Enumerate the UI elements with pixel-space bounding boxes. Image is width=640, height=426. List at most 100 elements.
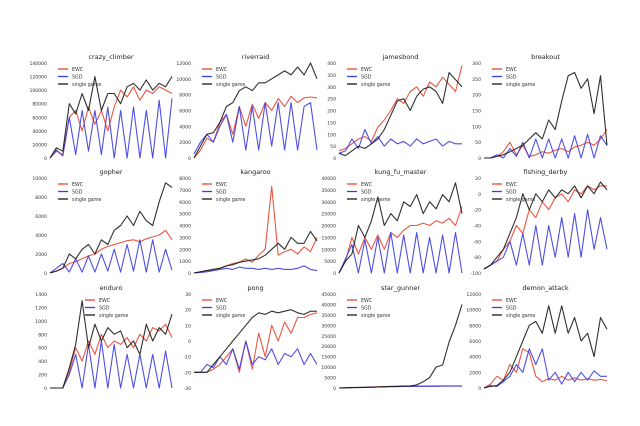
y-tick-label: 5000 xyxy=(324,376,336,382)
legend-label: single game xyxy=(361,313,390,319)
y-tick-label: 0 xyxy=(44,156,47,162)
y-tick-label: 30000 xyxy=(321,323,336,329)
legend-label: EWC xyxy=(72,182,84,188)
y-tick-label: 300 xyxy=(472,61,481,67)
y-tick-label: 100 xyxy=(472,124,481,130)
legend-label: SGD xyxy=(72,190,83,196)
y-tick-label: 200 xyxy=(38,373,47,379)
y-tick-label: 2000 xyxy=(179,140,191,146)
y-tick-label: 0 xyxy=(478,156,481,162)
series-line-sgd xyxy=(193,265,318,274)
legend-label: SGD xyxy=(361,190,372,196)
y-tick-label: 0 xyxy=(44,271,47,277)
series-line-sgd xyxy=(483,209,608,270)
legend-label: SGD xyxy=(506,75,517,81)
legend-label: EWC xyxy=(506,67,518,73)
y-tick-label: 0 xyxy=(188,339,191,345)
y-tick-label: 5000 xyxy=(324,259,336,265)
y-tick-label: 300 xyxy=(327,85,336,91)
y-tick-label: -20 xyxy=(473,208,481,214)
y-tick-label: -80 xyxy=(473,255,481,261)
legend-label: EWC xyxy=(72,67,84,73)
chart-title: gopher xyxy=(99,168,122,176)
y-tick-label: 800 xyxy=(38,332,47,338)
series-line-ewc xyxy=(49,86,173,159)
y-tick-label: 25000 xyxy=(321,212,336,218)
legend-label: SGD xyxy=(72,75,83,81)
chart-title: jamesbond xyxy=(382,53,419,61)
y-tick-label: -40 xyxy=(473,224,481,230)
y-tick-label: 150 xyxy=(327,120,336,126)
y-tick-label: 10000 xyxy=(176,77,191,83)
series-line-single-game xyxy=(484,71,608,159)
series-line-ewc xyxy=(194,312,318,373)
legend-label: single game xyxy=(361,197,390,203)
y-tick-label: -30 xyxy=(183,386,191,392)
y-tick-label: 1200 xyxy=(35,305,47,311)
legend-label: SGD xyxy=(361,75,372,81)
legend-label: single game xyxy=(506,313,535,319)
y-tick-label: 1000 xyxy=(179,259,191,265)
y-tick-label: 250 xyxy=(327,97,336,103)
y-tick-label: 8000 xyxy=(35,195,47,201)
y-tick-label: 50 xyxy=(475,140,481,146)
y-tick-label: 40000 xyxy=(321,176,336,182)
y-tick-label: 40000 xyxy=(321,302,336,308)
legend-label: SGD xyxy=(216,75,227,81)
series-line-sgd xyxy=(49,98,173,159)
series-line-single-game xyxy=(338,304,463,389)
legend-label: SGD xyxy=(99,306,110,312)
y-tick-label: 30000 xyxy=(321,200,336,206)
legend-label: single game xyxy=(72,82,101,88)
legend-label: single game xyxy=(216,313,245,319)
chart-title: fishing_derby xyxy=(524,168,568,176)
legend-label: single game xyxy=(72,197,101,203)
legend-label: EWC xyxy=(216,298,228,304)
y-tick-label: 0 xyxy=(333,386,336,392)
y-tick-label: 8000 xyxy=(469,323,481,329)
y-tick-label: 15000 xyxy=(321,355,336,361)
y-tick-label: 20000 xyxy=(321,344,336,350)
y-tick-label: 2000 xyxy=(35,252,47,258)
legend-label: SGD xyxy=(216,306,227,312)
series-line-single-game xyxy=(483,305,608,389)
y-tick-label: 10000 xyxy=(466,308,481,314)
chart-title: crazy_climber xyxy=(88,53,133,61)
series-line-single-game xyxy=(194,309,317,373)
series-line-sgd xyxy=(50,340,173,389)
series-line-single-game xyxy=(49,76,173,159)
series-line-single-game xyxy=(193,62,318,159)
series-line-single-game xyxy=(50,300,173,389)
y-tick-label: 150 xyxy=(472,109,481,115)
y-tick-label: 20000 xyxy=(321,224,336,230)
y-tick-label: 100000 xyxy=(29,88,47,94)
y-tick-label: 45000 xyxy=(321,292,336,298)
legend-label: EWC xyxy=(506,182,518,188)
chart-title: riverraid xyxy=(242,53,269,61)
series-line-sgd xyxy=(49,239,173,274)
series-line-single-game xyxy=(338,71,463,157)
series-line-ewc xyxy=(193,185,318,274)
series-line-ewc xyxy=(338,206,463,274)
y-tick-label: 0 xyxy=(188,156,191,162)
series-line-sgd xyxy=(338,232,463,274)
legend-label: single game xyxy=(216,197,245,203)
legend-label: SGD xyxy=(361,306,372,312)
series-line-single-game xyxy=(193,230,318,274)
legend-label: EWC xyxy=(216,182,228,188)
y-tick-label: 0 xyxy=(44,386,47,392)
y-tick-label: 35000 xyxy=(321,188,336,194)
chart-title: pong xyxy=(247,284,263,292)
series-line-single-game xyxy=(483,181,608,270)
series-line-sgd xyxy=(193,102,318,155)
y-tick-label: 4000 xyxy=(179,224,191,230)
y-tick-label: 60000 xyxy=(32,115,47,121)
legend-label: SGD xyxy=(506,306,517,312)
legend-label: EWC xyxy=(361,182,373,188)
series-line-sgd xyxy=(338,128,462,154)
y-tick-label: 4000 xyxy=(179,124,191,130)
y-tick-label: 350 xyxy=(327,73,336,79)
y-tick-label: 400 xyxy=(327,61,336,67)
series-line-sgd xyxy=(483,348,607,389)
